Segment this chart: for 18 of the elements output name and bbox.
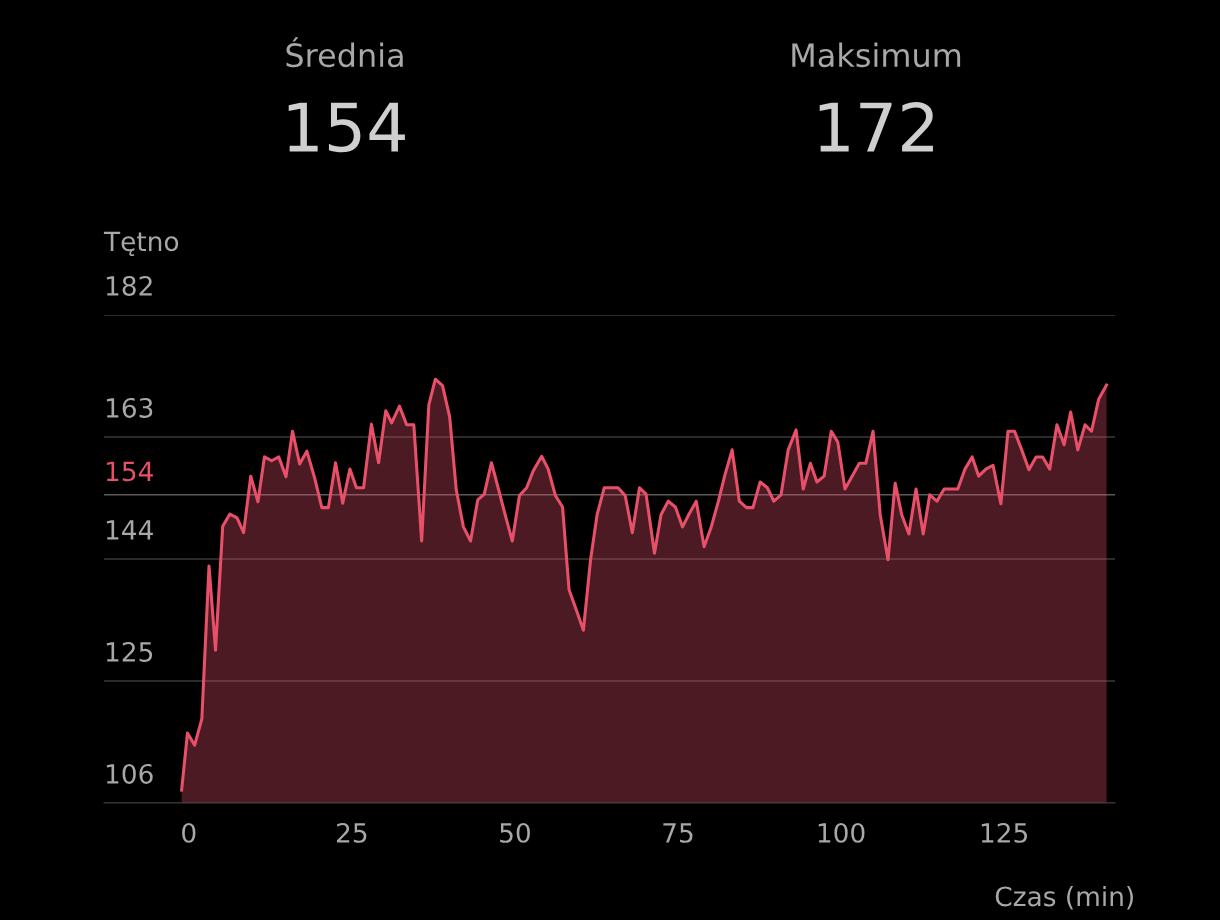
x-tick-label: 0 bbox=[182, 822, 196, 843]
x-tick-label: 125 bbox=[981, 822, 1027, 843]
y-tick-label: 163 bbox=[106, 397, 153, 418]
y-tick-label: 125 bbox=[106, 641, 153, 662]
ref-line-label: 154 bbox=[106, 461, 153, 482]
y-tick-label: 144 bbox=[106, 520, 153, 540]
text: 172 bbox=[819, 101, 933, 152]
x-tick-label: 50 bbox=[500, 822, 530, 843]
y-axis-title: Tętno bbox=[103, 231, 179, 257]
text: Średnia bbox=[286, 37, 403, 68]
y-tick-label: 106 bbox=[106, 763, 153, 784]
x-tick-label: 100 bbox=[818, 822, 865, 843]
x-tick-label: 25 bbox=[337, 822, 367, 843]
text: 154 bbox=[288, 102, 405, 153]
y-tick-label: 182 bbox=[106, 275, 152, 296]
x-tick-label: 75 bbox=[663, 823, 693, 843]
x-axis-title: Czas (min) bbox=[995, 885, 1133, 910]
text: Maksimum bbox=[792, 42, 961, 68]
